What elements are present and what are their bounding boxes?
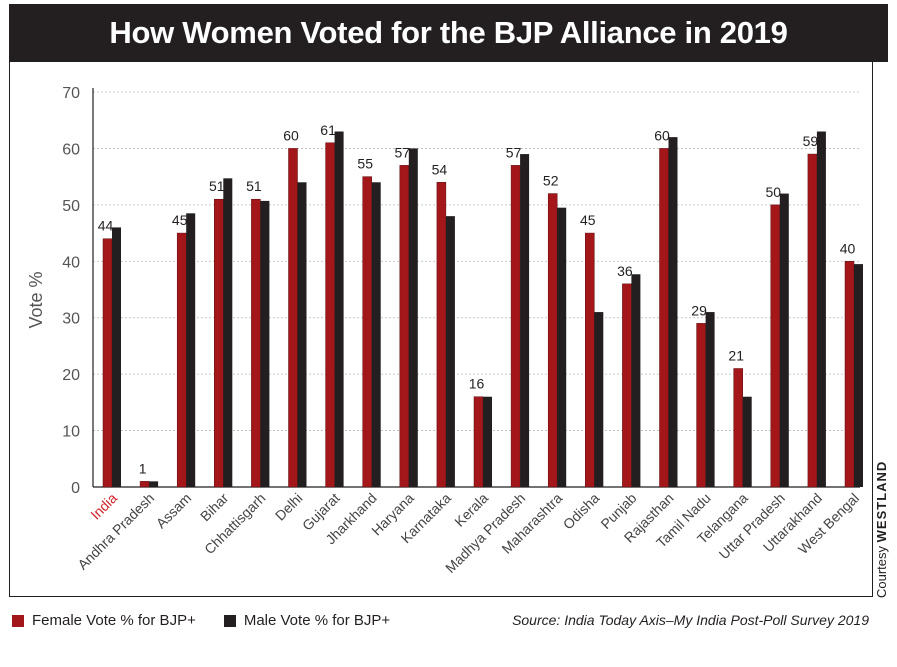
- bar-female: [102, 238, 113, 488]
- y-tick-label: 50: [62, 198, 80, 215]
- bar-male: [779, 193, 789, 488]
- title-banner: How Women Voted for the BJP Alliance in …: [9, 4, 888, 62]
- category-label: Assam: [153, 490, 195, 532]
- legend: Female Vote % for BJP+ Male Vote % for B…: [12, 612, 418, 629]
- bar-female: [807, 153, 818, 488]
- bar-male: [223, 178, 233, 488]
- data-label: 16: [469, 376, 485, 392]
- bar-male: [557, 207, 567, 487]
- y-tick-label: 10: [62, 424, 80, 441]
- y-tick-label: 30: [62, 311, 80, 328]
- bar-female: [659, 148, 669, 488]
- bar-male: [705, 312, 715, 487]
- y-tick-label: 70: [62, 85, 80, 102]
- data-label: 51: [209, 178, 225, 194]
- bar-male: [112, 227, 121, 487]
- data-label: 21: [728, 348, 744, 364]
- data-label: 45: [580, 212, 596, 228]
- category-label: Odisha: [560, 490, 603, 533]
- bar-female: [770, 204, 781, 488]
- data-label: 52: [543, 173, 559, 189]
- bar-male: [816, 131, 826, 487]
- y-axis-label: Vote %: [26, 271, 46, 328]
- bar-male: [334, 131, 344, 487]
- category-label: India: [87, 490, 120, 523]
- bar-female: [139, 481, 150, 488]
- bar-female: [176, 232, 187, 488]
- bar-female: [733, 368, 743, 488]
- bar-male: [594, 312, 604, 487]
- bar-male: [668, 137, 678, 487]
- bar-male: [186, 213, 196, 488]
- legend-swatch-male: [223, 614, 236, 627]
- data-label: 61: [320, 122, 336, 138]
- bar-male: [520, 154, 530, 488]
- category-label: Delhi: [272, 490, 306, 524]
- data-label: 36: [617, 263, 633, 279]
- source-note: Source: India Today Axis–My India Post-P…: [512, 612, 869, 628]
- bar-male: [408, 148, 418, 487]
- data-label: 45: [172, 212, 188, 228]
- chart-title: How Women Voted for the BJP Alliance in …: [109, 15, 788, 50]
- bar-male: [445, 216, 455, 487]
- bar-female: [214, 198, 224, 488]
- bar-female: [696, 323, 706, 488]
- courtesy-prefix: Courtesy: [874, 545, 889, 598]
- bar-female: [399, 165, 410, 488]
- data-label: 40: [840, 240, 856, 256]
- bar-female: [844, 261, 855, 488]
- data-label: 55: [357, 156, 373, 172]
- data-label: 44: [98, 218, 114, 234]
- bar-female: [251, 198, 261, 488]
- legend-label-female: Female Vote % for BJP+: [32, 612, 196, 629]
- bar-male: [854, 264, 863, 487]
- bar-female: [325, 142, 335, 488]
- data-label: 57: [506, 144, 522, 160]
- data-label: 57: [395, 144, 411, 160]
- chart-frame: [9, 62, 873, 597]
- bar-female: [622, 283, 632, 488]
- data-label: 50: [766, 184, 782, 200]
- bar-female: [288, 148, 298, 488]
- bar-male: [631, 274, 641, 487]
- courtesy-credit: Courtesy WESTLAND: [874, 458, 894, 598]
- data-label: 51: [246, 178, 262, 194]
- bar-male: [260, 200, 270, 487]
- bar-female: [510, 165, 521, 488]
- y-tick-label: 20: [62, 367, 80, 384]
- courtesy-brand: WESTLAND: [874, 460, 889, 543]
- data-label: 60: [654, 127, 670, 143]
- bar-male: [371, 182, 381, 488]
- bar-male: [297, 182, 307, 488]
- data-label: 29: [691, 302, 707, 318]
- data-label: 54: [432, 161, 448, 177]
- bar-female: [585, 232, 595, 488]
- y-tick-label: 40: [62, 254, 80, 271]
- bar-female: [362, 176, 372, 488]
- legend-label-male: Male Vote % for BJP+: [243, 612, 391, 629]
- y-tick-label: 60: [62, 141, 80, 158]
- legend-swatch-female: [12, 614, 24, 627]
- bar-female: [436, 182, 447, 488]
- data-label: 60: [283, 127, 299, 143]
- y-tick-label: 0: [71, 480, 80, 497]
- category-label: Bihar: [197, 490, 232, 525]
- bar-male: [149, 481, 159, 487]
- bar-female: [473, 396, 484, 488]
- bar-female: [547, 193, 558, 488]
- data-label: 59: [803, 133, 819, 149]
- bar-male: [483, 396, 492, 487]
- bar-male: [742, 396, 752, 487]
- legend-item-female: Female Vote % for BJP+: [12, 612, 196, 629]
- data-label: 1: [139, 460, 147, 476]
- legend-item-male: Male Vote % for BJP+: [223, 612, 391, 629]
